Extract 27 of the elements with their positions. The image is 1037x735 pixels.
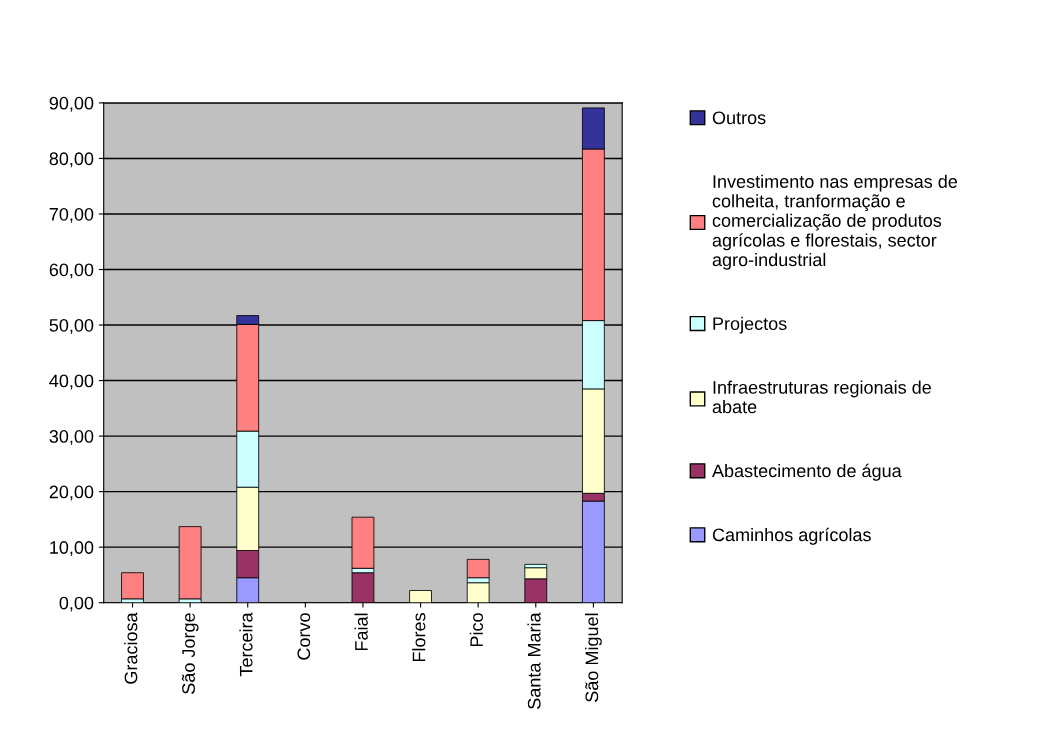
legend-label: Outros <box>712 111 766 125</box>
legend-label: Abastecimento de água <box>712 463 902 481</box>
x-tick-label: Flores <box>412 613 426 662</box>
x-tick-label: Santa Maria <box>527 612 541 709</box>
y-tick-label: 90,00 <box>49 96 94 112</box>
y-tick-label: 0,00 <box>59 596 94 612</box>
x-tick-label: Terceira <box>239 612 253 677</box>
y-tick-label: 80,00 <box>49 152 94 168</box>
y-tick-label: 60,00 <box>49 263 94 279</box>
legend-label: Caminhos agrícolas <box>712 527 871 545</box>
legend-label: Infraestruturas regionais de abate <box>712 380 931 414</box>
x-tick-label: Faial <box>354 613 368 651</box>
x-tick-label: São Miguel <box>584 613 602 702</box>
x-tick-label: São Jorge <box>181 613 199 694</box>
y-tick-label: 20,00 <box>49 485 94 501</box>
y-tick-label: 70,00 <box>49 207 94 223</box>
y-tick-label: 40,00 <box>49 374 94 390</box>
x-tick-label: Corvo <box>297 613 311 660</box>
y-tick-label: 10,00 <box>50 541 94 557</box>
x-tick-label: Pico <box>469 613 484 647</box>
legend-label: Investimento nas empresas de colheita, tranformação e comercialização de produtos agrícolas e florestais, sector agro-industrial <box>712 174 958 270</box>
bar <box>121 572 144 600</box>
y-tick-label: 30,00 <box>49 430 94 445</box>
x-tick-label: Graciosa <box>124 612 138 684</box>
legend-label: Projectos <box>713 316 787 334</box>
y-tick-label: 50,00 <box>49 318 94 334</box>
bar <box>466 558 490 579</box>
